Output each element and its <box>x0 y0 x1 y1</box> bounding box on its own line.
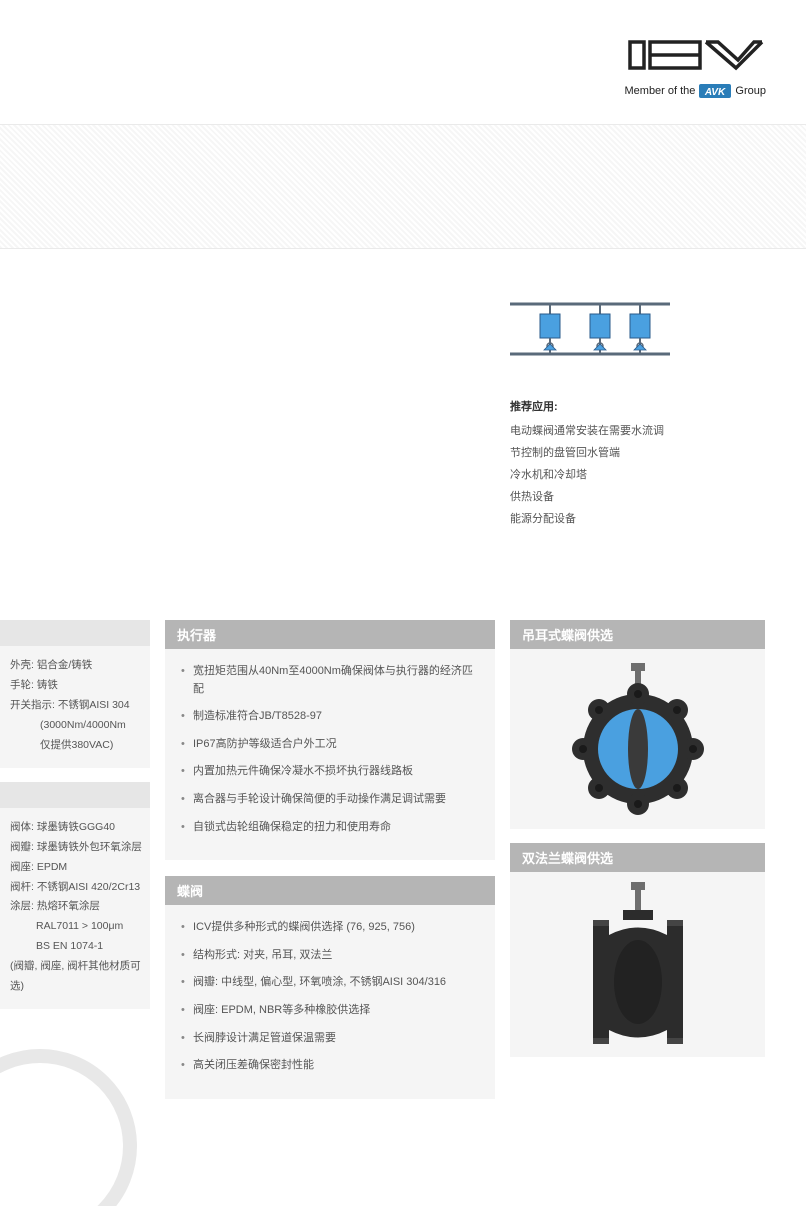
application-text: 推荐应用: 电动蝶阀通常安装在需要水流调 节控制的盘管回水管端 冷水机和冷却塔 … <box>510 396 760 530</box>
brand-logo-area: Member of the AVK Group <box>625 30 767 98</box>
valve-body: ICV提供多种形式的蝶阀供选择 (76, 925, 756) 结构形式: 对夹,… <box>165 905 495 1099</box>
spec-line: 仅提供380VAC) <box>10 736 142 756</box>
svg-text:AVK: AVK <box>704 87 726 98</box>
double-flange-icon <box>573 880 703 1050</box>
list-item: 宽扭矩范围从40Nm至4000Nm确保阀体与执行器的经济匹配 <box>181 663 479 698</box>
double-flange-title: 双法兰蝶阀供选 <box>510 843 765 872</box>
application-title: 推荐应用: <box>510 396 760 418</box>
left-block-header <box>0 782 150 808</box>
member-of-text: Member of the AVK Group <box>625 84 767 98</box>
lug-valve-title: 吊耳式蝶阀供选 <box>510 620 765 649</box>
spec-line: 阀体: 球墨铸铁GGG40 <box>10 818 142 838</box>
list-item: 离合器与手轮设计确保简便的手动操作满足调试需要 <box>181 791 479 809</box>
member-prefix: Member of the <box>625 85 696 97</box>
list-item: 高关闭压差确保密封性能 <box>181 1057 479 1075</box>
application-line: 电动蝶阀通常安装在需要水流调 <box>510 420 760 442</box>
spec-line: 手轮: 铸铁 <box>10 676 142 696</box>
spec-line: 阀杆: 不锈钢AISI 420/2Cr13 <box>10 878 142 898</box>
valve-section: 蝶阀 ICV提供多种形式的蝶阀供选择 (76, 925, 756) 结构形式: … <box>165 876 495 1099</box>
middle-column: 执行器 宽扭矩范围从40Nm至4000Nm确保阀体与执行器的经济匹配 制造标准符… <box>165 620 495 1115</box>
left-spec-block-2: 阀体: 球墨铸铁GGG40 阀瓣: 球墨铸铁外包环氧涂层 阀座: EPDM 阀杆… <box>0 782 150 1009</box>
left-block-body: 阀体: 球墨铸铁GGG40 阀瓣: 球墨铸铁外包环氧涂层 阀座: EPDM 阀杆… <box>0 808 150 1009</box>
lug-valve-image <box>510 649 765 829</box>
right-column: 吊耳式蝶阀供选 <box>510 620 765 1071</box>
actuator-section: 执行器 宽扭矩范围从40Nm至4000Nm确保阀体与执行器的经济匹配 制造标准符… <box>165 620 495 860</box>
spec-line: (3000Nm/4000Nm <box>10 716 142 736</box>
spec-line: 外壳: 铝合金/铸铁 <box>10 656 142 676</box>
spec-line: 阀瓣: 球墨铸铁外包环氧涂层 <box>10 838 142 858</box>
double-flange-image <box>510 872 765 1057</box>
application-line: 冷水机和冷却塔 <box>510 464 760 486</box>
spec-line: 涂层: 热熔环氧涂层 <box>10 897 142 917</box>
member-suffix: Group <box>735 85 766 97</box>
list-item: 阀座: EPDM, NBR等多种橡胶供选择 <box>181 1002 479 1020</box>
spec-line: RAL7011 > 100μm <box>10 917 142 937</box>
valve-title: 蝶阀 <box>165 876 495 905</box>
spec-line: 阀座: EPDM <box>10 858 142 878</box>
left-block-header <box>0 620 150 646</box>
actuator-title: 执行器 <box>165 620 495 649</box>
left-spec-block-1: 外壳: 铝合金/铸铁 手轮: 铸铁 开关指示: 不锈钢AISI 304 (300… <box>0 620 150 768</box>
double-flange-block: 双法兰蝶阀供选 <box>510 843 765 1057</box>
left-spec-column: 外壳: 铝合金/铸铁 手轮: 铸铁 开关指示: 不锈钢AISI 304 (300… <box>0 620 150 1023</box>
avk-logo-icon: AVK <box>699 84 731 98</box>
left-block-body: 外壳: 铝合金/铸铁 手轮: 铸铁 开关指示: 不锈钢AISI 304 (300… <box>0 646 150 768</box>
lug-valve-block: 吊耳式蝶阀供选 <box>510 620 765 829</box>
decorative-hatched-band <box>0 124 806 249</box>
application-line: 节控制的盘管回水管端 <box>510 442 760 464</box>
application-line: 供热设备 <box>510 486 760 508</box>
list-item: 长阀脖设计满足管道保温需要 <box>181 1030 479 1048</box>
spec-line: 开关指示: 不锈钢AISI 304 <box>10 696 142 716</box>
spec-line: BS EN 1074-1 <box>10 937 142 957</box>
list-item: ICV提供多种形式的蝶阀供选择 (76, 925, 756) <box>181 919 479 937</box>
list-item: 内置加热元件确保冷凝水不损坏执行器线路板 <box>181 763 479 781</box>
decorative-arc-icon <box>0 1026 160 1206</box>
pipe-diagram-icon <box>510 290 670 370</box>
application-line: 能源分配设备 <box>510 508 760 530</box>
list-item: 制造标准符合JB/T8528-97 <box>181 708 479 726</box>
list-item: 自锁式齿轮组确保稳定的扭力和使用寿命 <box>181 819 479 837</box>
lug-valve-icon <box>563 659 713 819</box>
list-item: IP67高防护等级适合户外工况 <box>181 736 479 754</box>
list-item: 结构形式: 对夹, 吊耳, 双法兰 <box>181 947 479 965</box>
spec-line: (阀瓣, 阀座, 阀杆其他材质可选) <box>10 957 142 997</box>
list-item: 阀瓣: 中线型, 偏心型, 环氧喷涂, 不锈钢AISI 304/316 <box>181 974 479 992</box>
icv-logo <box>626 30 766 80</box>
actuator-body: 宽扭矩范围从40Nm至4000Nm确保阀体与执行器的经济匹配 制造标准符合JB/… <box>165 649 495 860</box>
